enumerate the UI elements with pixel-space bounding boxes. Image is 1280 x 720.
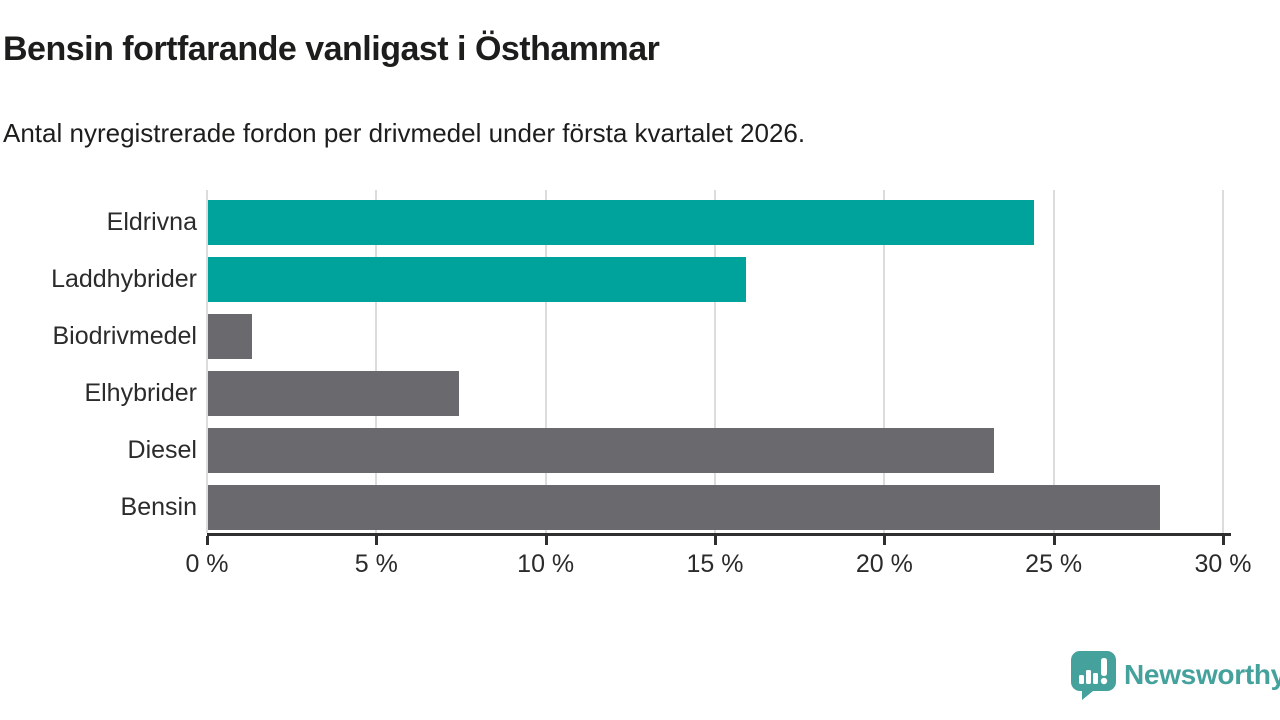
category-label: Eldrivna <box>106 208 197 236</box>
tick-mark <box>1052 536 1056 545</box>
bar-biodrivmedel <box>208 314 253 359</box>
tick-label: 0 % <box>185 550 229 578</box>
tick-label: 25 % <box>1025 550 1083 578</box>
chart-subtitle: Antal nyregistrerade fordon per drivmede… <box>3 118 806 148</box>
category-label: Laddhybrider <box>51 265 197 293</box>
gridline <box>1052 190 1055 533</box>
bar-eldrivna <box>208 200 1035 245</box>
bar-diesel <box>208 428 994 473</box>
tick-label: 5 % <box>354 550 398 578</box>
tick-mark <box>206 536 209 545</box>
bar-laddhybrider <box>208 257 747 302</box>
newsworthy-logo-icon <box>1071 651 1116 700</box>
gridline <box>206 190 208 533</box>
tick-mark <box>883 536 887 545</box>
category-label: Bensin <box>120 493 197 521</box>
gridline <box>375 190 378 533</box>
gridline <box>714 190 716 533</box>
category-label: Diesel <box>127 436 197 464</box>
tick-label: 30 % <box>1194 550 1252 578</box>
tick-mark <box>544 536 548 545</box>
bar-chart: Eldrivna Laddhybrider Biodrivmedel Elhybrid… <box>0 190 1280 590</box>
gridline <box>883 190 886 533</box>
x-axis-line <box>207 533 1231 536</box>
tick-label: 10 % <box>517 550 575 578</box>
newsworthy-logo-text: Newsworthy <box>1124 659 1280 690</box>
category-label: Biodrivmedel <box>52 322 197 350</box>
plot-area: 0 % 5 % 10 % 15 % 20 % 25 % 30 % <box>185 190 1251 578</box>
tick-label: 15 % <box>686 550 744 578</box>
bar-elhybrider <box>208 371 459 416</box>
tick-mark <box>375 536 379 545</box>
tick-mark <box>714 536 717 545</box>
tick-mark <box>1222 536 1225 545</box>
newsworthy-logo: Newsworthy <box>1070 650 1280 700</box>
bar-bensin <box>208 485 1160 530</box>
gridline <box>544 190 547 533</box>
category-label: Elhybrider <box>84 379 197 407</box>
tick-label: 20 % <box>855 550 913 578</box>
chart-title: Bensin fortfarande vanligast i Östhammar <box>3 30 660 68</box>
gridline <box>1222 190 1224 533</box>
